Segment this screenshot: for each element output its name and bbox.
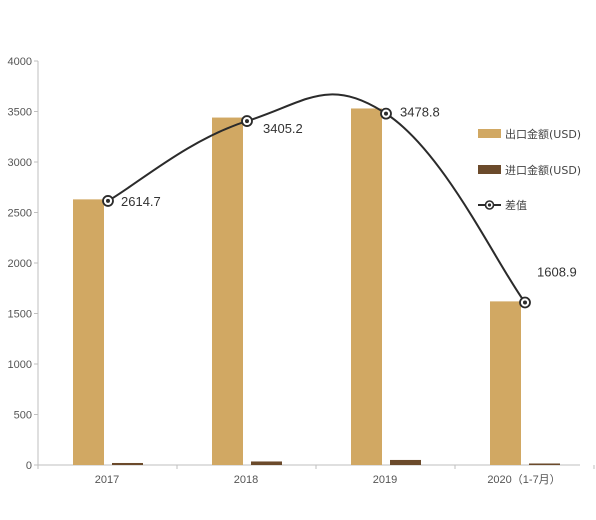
- y-tick-label: 1000: [8, 359, 32, 371]
- legend-label-export: 出口金额(USD): [505, 127, 581, 141]
- x-tick-label: 2020（1-7月）: [487, 473, 560, 486]
- legend-marker-center: [487, 203, 492, 207]
- legend-swatch-import: [478, 165, 501, 174]
- bar-import: [390, 459, 421, 465]
- difference-line: [102, 93, 531, 309]
- axes: 0 500 1000 1500 2000 2500 3000 3500 4000 2017 2018…: [8, 56, 595, 486]
- difference-point-center: [106, 198, 110, 203]
- y-tick-label: 0: [26, 460, 32, 472]
- difference-point-center: [245, 119, 249, 124]
- legend-label-import: 进口金额(USD): [505, 163, 581, 177]
- y-tick-label: 1500: [8, 309, 32, 321]
- x-tick-label: 2019: [373, 474, 397, 486]
- bar-export: [73, 199, 104, 465]
- y-tick-label: 4000: [8, 56, 32, 68]
- x-tick-label: 2017: [95, 474, 119, 486]
- y-tick-label: 3000: [8, 157, 32, 169]
- bar-import: [251, 461, 282, 465]
- bar-import: [112, 462, 143, 465]
- y-tick-label: 2500: [8, 208, 32, 220]
- legend: 出口金额(USD) 进口金额(USD) 差值: [478, 127, 581, 212]
- bar-export: [490, 301, 521, 465]
- bars: [73, 108, 560, 465]
- bar-export: [212, 117, 243, 465]
- legend-label-difference: 差值: [505, 198, 527, 212]
- y-tick-label: 3500: [8, 107, 32, 119]
- y-tick-label: 500: [14, 410, 32, 422]
- x-tick-label: 2018: [234, 474, 258, 486]
- y-tick-label: 2000: [8, 258, 32, 270]
- legend-swatch-export: [478, 129, 501, 138]
- data-label: 2614.7: [121, 194, 161, 209]
- data-label: 3405.2: [263, 121, 303, 136]
- difference-line-path: [107, 93, 526, 304]
- bar-export: [351, 108, 382, 465]
- data-label: 1608.9: [537, 265, 577, 280]
- bar-import: [529, 463, 560, 465]
- difference-point-center: [384, 111, 388, 116]
- difference-point-center: [523, 300, 527, 305]
- data-label: 3478.8: [400, 105, 440, 120]
- data-labels: 2614.7 3405.2 3478.8 1608.9: [121, 105, 577, 280]
